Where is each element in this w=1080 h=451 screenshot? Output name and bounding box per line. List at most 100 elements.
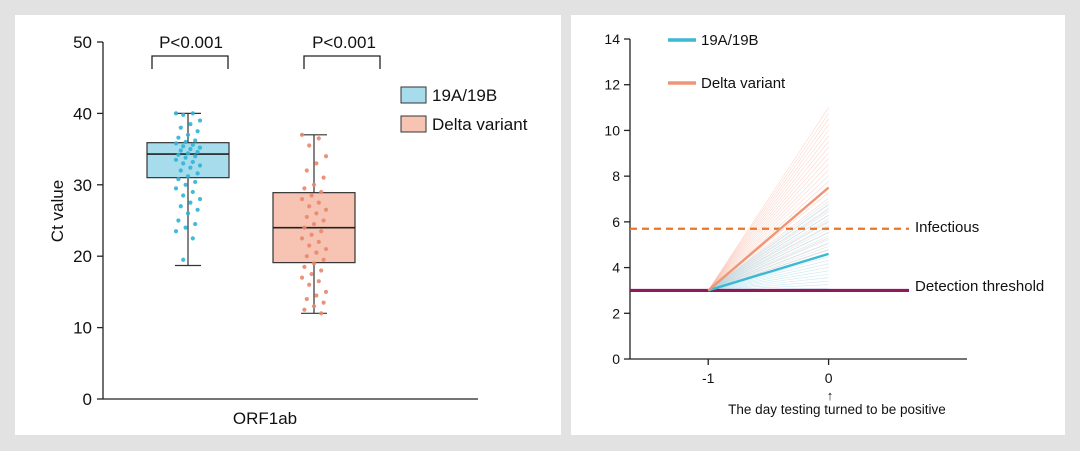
- data-point: [309, 271, 314, 277]
- trajectory-line: [708, 164, 829, 291]
- trajectory-line: [708, 221, 829, 291]
- y-tick-label: 30: [73, 176, 92, 195]
- data-point: [302, 307, 307, 312]
- data-point: [176, 176, 181, 182]
- data-point: [314, 161, 319, 166]
- data-point: [321, 218, 326, 223]
- trajectory-line: [708, 235, 829, 291]
- data-point: [309, 193, 314, 198]
- data-point: [299, 132, 305, 137]
- y-axis-label: Ct value: [48, 180, 67, 242]
- data-point: [195, 207, 200, 212]
- data-point: [193, 179, 198, 185]
- boxplot-panel: Ct value ORF1ab P<0.001 P<0.001 19A/19B …: [15, 15, 561, 435]
- y-tick-label: 20: [73, 247, 92, 266]
- data-point: [183, 182, 188, 187]
- line-panel: 19A/19B Delta variant Infectious Detecti…: [571, 15, 1065, 435]
- legend-swatch-delta: [400, 115, 427, 133]
- trajectory-line: [707, 124, 829, 291]
- data-point: [188, 147, 193, 152]
- trajectory-line: [707, 107, 829, 291]
- data-point: [190, 142, 195, 147]
- x-axis-label: ORF1ab: [233, 409, 297, 428]
- y-tick-label: 14: [604, 31, 620, 47]
- data-point: [190, 236, 195, 241]
- data-point: [197, 163, 203, 168]
- trajectory-line: [708, 201, 829, 291]
- y-tick-label: 4: [612, 260, 620, 276]
- y-tick-label: 10: [604, 122, 620, 138]
- data-point: [188, 165, 193, 170]
- data-point: [302, 225, 307, 230]
- data-point: [304, 296, 309, 302]
- series-line: [707, 186, 830, 292]
- data-point: [188, 200, 193, 205]
- trajectory-line: [707, 141, 829, 291]
- legend-label-delta: Delta variant: [701, 75, 786, 92]
- infectious-label: Infectious: [915, 219, 979, 236]
- trajectory-line: [708, 225, 829, 291]
- data-point: [173, 111, 179, 116]
- x-axis-label: The day testing turned to be positive: [728, 402, 946, 417]
- trajectory-line: [708, 242, 829, 291]
- data-point: [323, 207, 329, 212]
- x-tick-label: -1: [702, 370, 715, 386]
- data-point: [323, 289, 329, 294]
- y-tick-label: 0: [83, 390, 92, 409]
- trajectory-line: [708, 239, 829, 291]
- trajectory-line: [708, 198, 829, 291]
- data-point: [173, 229, 179, 234]
- p-value-label-2: P<0.001: [312, 33, 376, 52]
- data-point: [311, 304, 317, 309]
- y-tick-label: 50: [73, 33, 92, 52]
- data-point: [304, 254, 309, 259]
- trajectory-line: [708, 270, 829, 291]
- trajectory-line: [707, 135, 829, 291]
- data-point: [178, 168, 183, 173]
- data-point: [311, 221, 317, 227]
- y-tick-label: 6: [612, 214, 620, 230]
- data-point: [178, 148, 183, 153]
- trajectory-line: [708, 277, 829, 291]
- data-point: [183, 225, 188, 230]
- data-point: [178, 204, 183, 209]
- trajectory-line: [708, 175, 829, 291]
- p-value-label-1: P<0.001: [159, 33, 223, 52]
- data-point: [307, 143, 312, 148]
- data-point: [319, 311, 324, 316]
- data-point: [173, 186, 179, 191]
- detection-threshold-label: Detection threshold: [915, 278, 1044, 295]
- trajectory-line: [708, 207, 829, 291]
- data-point: [316, 200, 321, 205]
- data-point: [316, 279, 321, 284]
- y-tick-label: 12: [604, 77, 620, 93]
- trajectory-line: [708, 158, 829, 291]
- data-point: [185, 211, 191, 216]
- data-point: [321, 257, 326, 262]
- data-point: [307, 243, 312, 248]
- trajectory-line: [707, 130, 829, 291]
- data-point: [197, 196, 203, 202]
- data-point: [181, 144, 186, 149]
- data-point: [319, 229, 324, 234]
- data-point: [314, 250, 319, 255]
- trajectory-line: [708, 263, 829, 291]
- trajectory-line: [708, 232, 829, 291]
- x-tick-label: 0: [825, 370, 833, 386]
- trajectory-line: [708, 214, 829, 291]
- series-line: [707, 252, 829, 292]
- data-point: [314, 293, 319, 298]
- data-point: [321, 175, 326, 180]
- significance-bracket: [151, 55, 229, 69]
- data-point: [321, 300, 326, 305]
- data-point: [299, 275, 305, 280]
- data-point: [173, 141, 179, 146]
- trajectory-line: [708, 211, 829, 291]
- data-point: [183, 139, 188, 145]
- positive-day-arrow: ↑: [827, 388, 834, 403]
- data-point: [323, 154, 329, 159]
- y-tick-label: 8: [612, 168, 620, 184]
- trajectory-line: [708, 169, 829, 291]
- data-point: [190, 159, 195, 165]
- data-point: [185, 174, 191, 179]
